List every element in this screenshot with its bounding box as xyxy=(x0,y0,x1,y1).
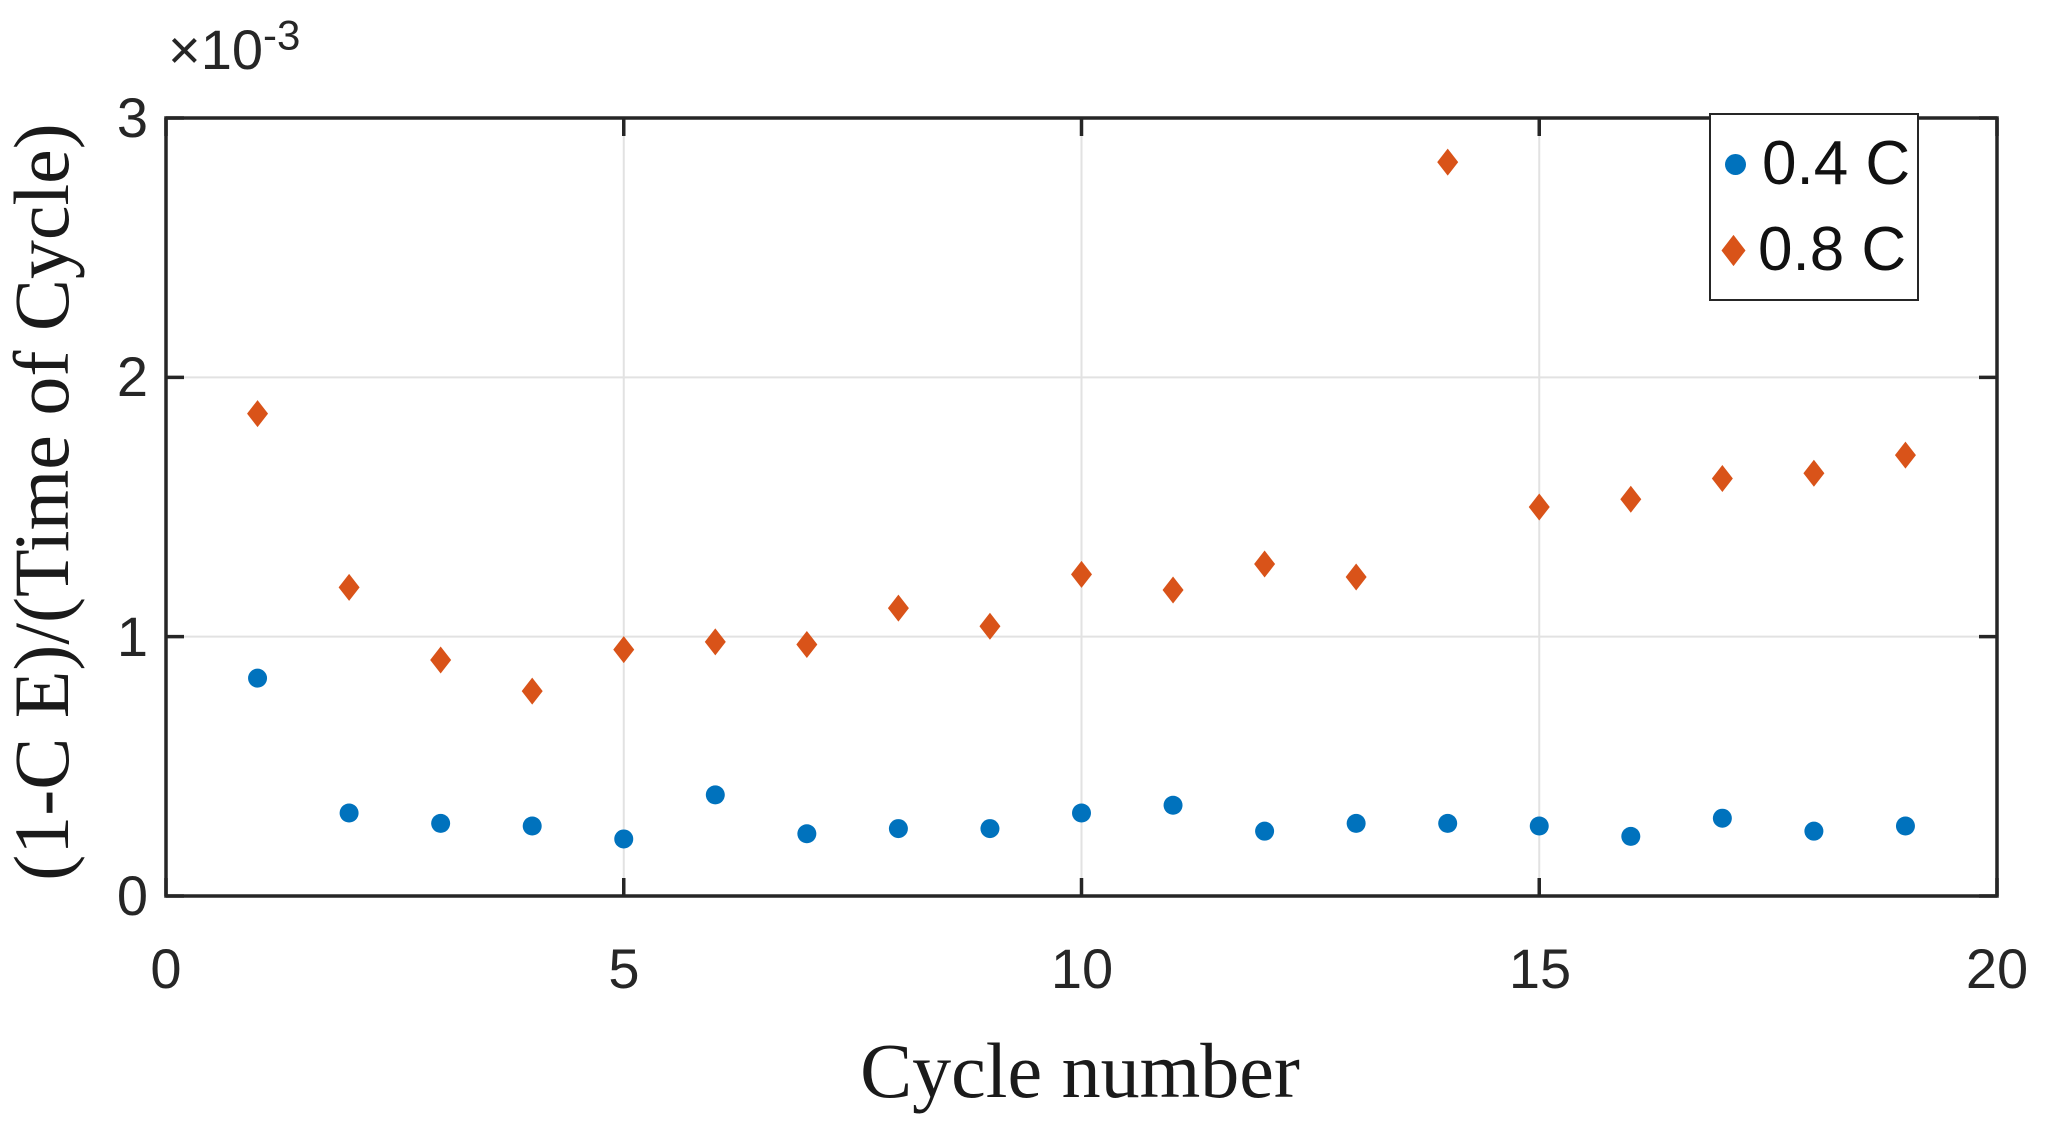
x-tick-label-10: 10 xyxy=(1050,937,1114,1000)
x-axis-title: Cycle number xyxy=(860,1027,1300,1114)
data-point-series-1 xyxy=(338,573,360,601)
data-point-series-1 xyxy=(1254,550,1276,578)
legend-diamond-marker-icon xyxy=(1721,234,1746,266)
data-point-series-1 xyxy=(430,646,452,674)
data-point-series-1 xyxy=(1711,464,1733,492)
y-axis-multiplier: ×10-3 xyxy=(168,14,300,78)
data-point-series-0 xyxy=(1438,813,1458,833)
data-point-series-0 xyxy=(614,829,634,849)
legend-circle-marker-icon xyxy=(1725,153,1746,175)
y-tick-label-0: 0 xyxy=(116,864,148,927)
y-tick-label-2: 2 xyxy=(116,345,148,408)
legend-label-04c: 0.4 C xyxy=(1762,129,1911,198)
data-point-series-0 xyxy=(431,813,451,833)
data-point-series-1 xyxy=(247,400,269,428)
data-point-series-0 xyxy=(1163,795,1183,815)
x-tick-label-15: 15 xyxy=(1508,937,1572,1000)
data-point-series-1 xyxy=(704,628,726,656)
data-point-series-1 xyxy=(1894,441,1916,469)
data-point-series-0 xyxy=(980,819,1000,839)
data-point-series-0 xyxy=(248,668,268,688)
data-point-series-0 xyxy=(522,816,542,836)
data-point-series-1 xyxy=(1162,576,1184,604)
data-point-series-1 xyxy=(887,594,909,622)
x-tick-label-0: 0 xyxy=(150,937,182,1000)
data-point-series-0 xyxy=(1255,821,1275,841)
legend-label-08c: 0.8 C xyxy=(1758,215,1907,284)
data-point-series-0 xyxy=(888,819,908,839)
data-point-series-1 xyxy=(796,630,818,658)
data-point-series-1 xyxy=(1528,493,1550,521)
data-point-series-0 xyxy=(1712,808,1732,828)
data-point-series-1 xyxy=(1620,485,1642,513)
y-axis-multiplier-base: ×10 xyxy=(168,18,263,81)
data-point-series-1 xyxy=(1803,459,1825,487)
data-point-series-0 xyxy=(1529,816,1549,836)
data-point-series-1 xyxy=(979,612,1001,640)
legend-item-04c: 0.4 C xyxy=(1725,124,1917,204)
data-point-series-1 xyxy=(613,636,635,664)
data-point-series-0 xyxy=(339,803,359,823)
data-point-series-0 xyxy=(1804,821,1824,841)
y-tick-label-3: 3 xyxy=(116,86,148,149)
x-tick-label-5: 5 xyxy=(608,937,640,1000)
data-point-series-0 xyxy=(1346,813,1366,833)
data-point-series-0 xyxy=(797,824,817,844)
y-axis-title: (1-C E)/(Time of Cycle) xyxy=(0,123,85,881)
data-point-series-0 xyxy=(1072,803,1091,823)
data-point-series-1 xyxy=(1071,560,1092,588)
data-point-series-0 xyxy=(1895,816,1915,836)
y-tick-label-1: 1 xyxy=(116,605,148,668)
data-point-series-0 xyxy=(1621,826,1641,846)
data-point-series-0 xyxy=(705,785,725,805)
legend-item-08c: 0.8 C xyxy=(1721,210,1917,290)
y-axis-multiplier-exponent: -3 xyxy=(263,11,301,59)
data-point-series-1 xyxy=(1437,148,1459,176)
legend: 0.4 C 0.8 C xyxy=(1709,113,1919,301)
data-point-series-1 xyxy=(521,677,543,705)
x-tick-label-20: 20 xyxy=(1965,937,2029,1000)
data-point-series-1 xyxy=(1345,563,1367,591)
